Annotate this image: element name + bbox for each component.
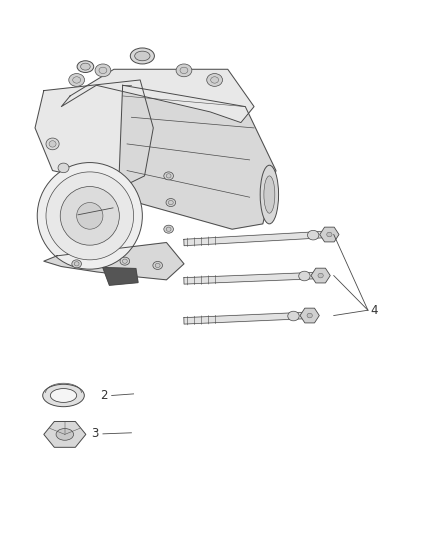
Ellipse shape: [77, 203, 103, 229]
Ellipse shape: [122, 259, 127, 263]
Ellipse shape: [120, 257, 130, 265]
Polygon shape: [103, 268, 138, 285]
Polygon shape: [184, 312, 304, 324]
Ellipse shape: [327, 232, 332, 237]
Polygon shape: [184, 272, 315, 284]
Ellipse shape: [56, 429, 74, 440]
Ellipse shape: [49, 141, 56, 147]
Ellipse shape: [318, 273, 323, 278]
Ellipse shape: [60, 187, 119, 245]
Polygon shape: [44, 422, 86, 447]
Ellipse shape: [99, 67, 107, 74]
Ellipse shape: [307, 313, 312, 318]
Polygon shape: [118, 85, 276, 229]
Ellipse shape: [288, 311, 299, 321]
Ellipse shape: [73, 77, 81, 83]
Ellipse shape: [166, 227, 171, 231]
Ellipse shape: [155, 263, 160, 268]
Ellipse shape: [164, 225, 173, 233]
Ellipse shape: [69, 74, 85, 86]
Ellipse shape: [180, 67, 188, 74]
Text: 2: 2: [100, 389, 107, 402]
Polygon shape: [44, 243, 184, 280]
Ellipse shape: [260, 165, 279, 224]
Ellipse shape: [37, 163, 142, 269]
Ellipse shape: [72, 260, 81, 268]
Polygon shape: [300, 308, 319, 323]
Ellipse shape: [153, 262, 162, 270]
Ellipse shape: [95, 64, 111, 77]
Ellipse shape: [50, 389, 77, 402]
Ellipse shape: [207, 74, 223, 86]
Ellipse shape: [166, 174, 171, 178]
Text: 1: 1: [66, 208, 74, 221]
Polygon shape: [311, 268, 330, 283]
Ellipse shape: [58, 163, 69, 173]
Polygon shape: [320, 227, 339, 242]
Polygon shape: [61, 69, 254, 123]
Text: 4: 4: [370, 304, 378, 317]
Ellipse shape: [131, 48, 154, 64]
Ellipse shape: [166, 199, 176, 207]
Ellipse shape: [211, 77, 219, 83]
Polygon shape: [35, 80, 153, 187]
Text: 3: 3: [91, 427, 99, 440]
Ellipse shape: [135, 51, 150, 61]
Ellipse shape: [46, 138, 59, 150]
Ellipse shape: [168, 200, 173, 205]
Ellipse shape: [74, 262, 79, 266]
Ellipse shape: [299, 271, 310, 281]
Ellipse shape: [176, 64, 192, 77]
Ellipse shape: [307, 230, 319, 240]
Ellipse shape: [42, 384, 84, 407]
Ellipse shape: [81, 63, 90, 70]
Ellipse shape: [77, 61, 94, 72]
Ellipse shape: [264, 176, 275, 213]
Ellipse shape: [46, 172, 134, 260]
Ellipse shape: [164, 172, 173, 180]
Polygon shape: [184, 231, 324, 246]
